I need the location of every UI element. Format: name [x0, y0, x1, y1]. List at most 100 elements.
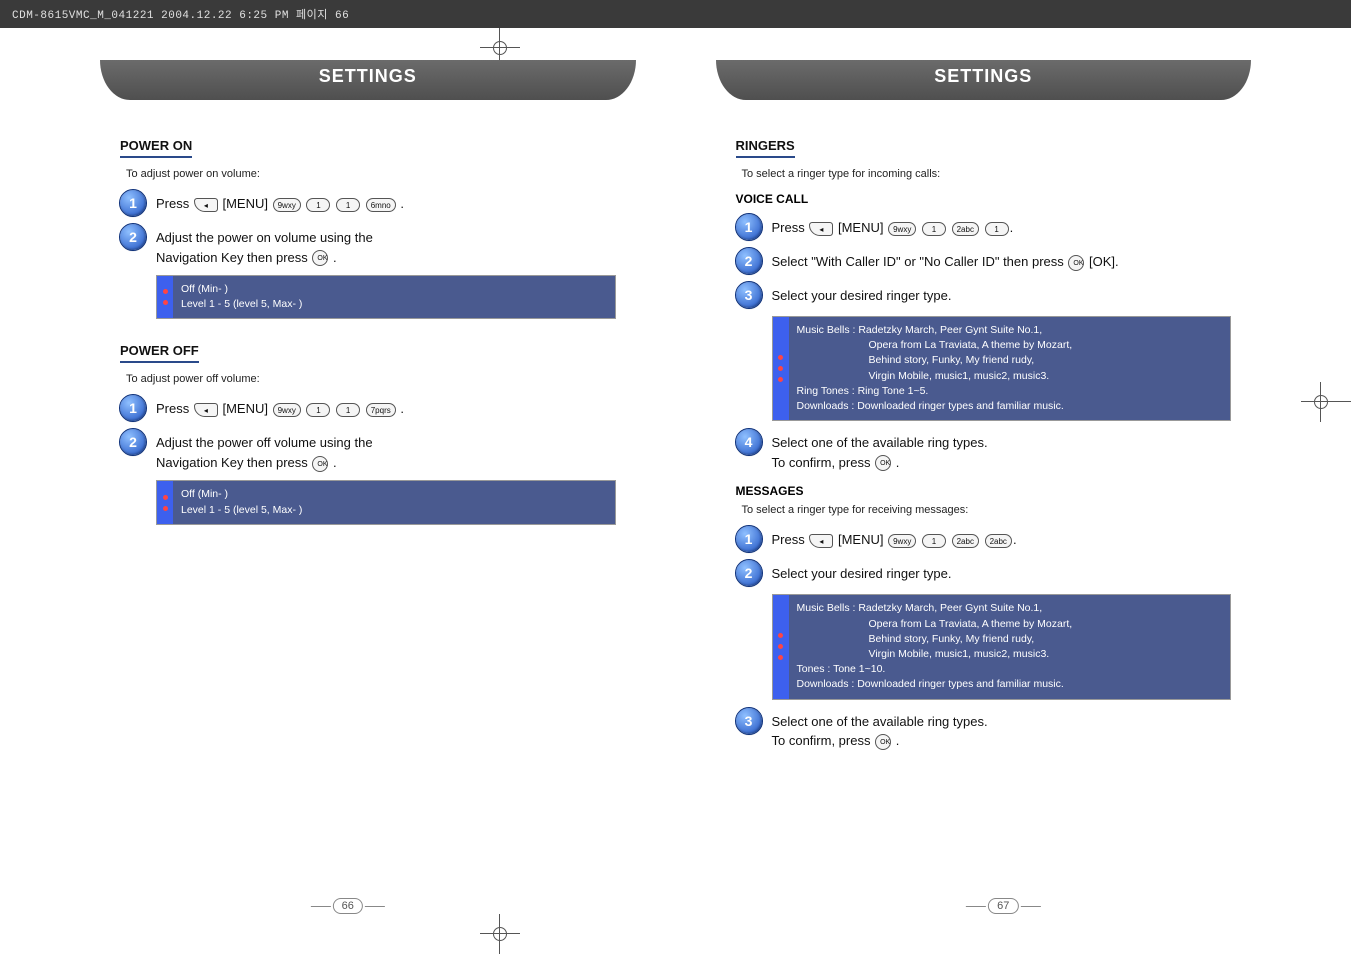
note-line: Downloads : Downloaded ringer types and …	[797, 400, 1064, 412]
page-number-right: 67	[964, 898, 1042, 914]
note-box: Music Bells : Radetzky March, Peer Gynt …	[772, 316, 1232, 421]
step-badge-1: 1	[120, 190, 146, 216]
note-line: Behind story, Funky, My friend rudy,	[797, 353, 1223, 368]
step-text: Select your desired ringer type.	[772, 282, 952, 306]
step-text: Press ◂ [MENU] 9wxy 1 2abc 1.	[772, 214, 1014, 238]
step-text: Press ◂ [MENU] 9wxy 1 1 6mno .	[156, 190, 404, 214]
ok-key-icon: OK	[312, 456, 328, 472]
key-9-icon: 9wxy	[273, 403, 301, 417]
note-body: Off (Min- ) Level 1 - 5 (level 5, Max- )	[173, 276, 615, 318]
step-line: Adjust the power off volume using the	[156, 435, 373, 450]
note-line: Ring Tones : Ring Tone 1~5.	[797, 385, 929, 397]
step-row: 4 Select one of the available ring types…	[736, 429, 1232, 472]
subsection-messages-title: MESSAGES	[736, 484, 1232, 498]
page-left: CH 4 SETTINGS POWER ON To adjust power o…	[20, 60, 676, 904]
note-line: Music Bells : Radetzky March, Peer Gynt …	[797, 602, 1043, 614]
key-9-icon: 9wxy	[888, 222, 916, 236]
step-line: [OK].	[1089, 254, 1119, 269]
page-number-value: 66	[333, 898, 363, 914]
note-line: Downloads : Downloaded ringer types and …	[797, 678, 1064, 690]
step-badge-2: 2	[736, 248, 762, 274]
note-body: Music Bells : Radetzky March, Peer Gynt …	[789, 595, 1231, 698]
page-spread: CH 4 SETTINGS POWER ON To adjust power o…	[20, 60, 1331, 904]
ok-key-icon: OK	[1068, 255, 1084, 271]
note-bullet-strip	[157, 481, 173, 523]
page-number-left: 66	[309, 898, 387, 914]
key-1-icon: 1	[306, 403, 330, 417]
step-text-press: Press	[772, 532, 805, 547]
step-text: Select "With Caller ID" or "No Caller ID…	[772, 248, 1119, 272]
note-bullet-strip	[157, 276, 173, 318]
softkey-left-icon: ◂	[809, 222, 833, 236]
note-bullet-strip	[773, 317, 789, 420]
step-badge-2: 2	[736, 560, 762, 586]
step-text: Adjust the power off volume using the Na…	[156, 429, 373, 472]
step-line: Navigation Key then press	[156, 250, 308, 265]
step-text: Press ◂ [MENU] 9wxy 1 1 7pqrs .	[156, 395, 404, 419]
step-text-press: Press	[772, 220, 805, 235]
step-row: 2 Select "With Caller ID" or "No Caller …	[736, 248, 1232, 274]
section-ringers-title: RINGERS	[736, 138, 795, 158]
step-row: 2 Select your desired ringer type.	[736, 560, 1232, 586]
note-line: Off (Min- )	[181, 283, 228, 295]
note-line: Opera from La Traviata, A theme by Mozar…	[797, 338, 1223, 353]
page-right: CH 4 SETTINGS RINGERS To select a ringer…	[676, 60, 1332, 904]
subsection-messages-subtitle: To select a ringer type for receiving me…	[742, 504, 1232, 516]
note-line: Behind story, Funky, My friend rudy,	[797, 632, 1223, 647]
step-row: 1 Press ◂ [MENU] 9wxy 1 2abc 1.	[736, 214, 1232, 240]
step-badge-1: 1	[736, 214, 762, 240]
key-1-icon: 1	[336, 403, 360, 417]
key-1-icon: 1	[336, 198, 360, 212]
step-row: 3 Select one of the available ring types…	[736, 708, 1232, 751]
step-text: Select one of the available ring types. …	[772, 708, 988, 751]
step-row: 1 Press ◂ [MENU] 9wxy 1 1 7pqrs .	[120, 395, 616, 421]
menu-label: [MENU]	[222, 196, 268, 211]
note-box: Off (Min- ) Level 1 - 5 (level 5, Max- )	[156, 275, 616, 319]
section-power-on-title: POWER ON	[120, 138, 192, 158]
step-badge-1: 1	[736, 526, 762, 552]
step-row: 1 Press ◂ [MENU] 9wxy 1 2abc 2abc.	[736, 526, 1232, 552]
step-row: 2 Adjust the power on volume using the N…	[120, 224, 616, 267]
ok-key-icon: OK	[875, 455, 891, 471]
note-line: Off (Min- )	[181, 488, 228, 500]
page-number-value: 67	[988, 898, 1018, 914]
step-badge-3: 3	[736, 708, 762, 734]
page-tab-title: SETTINGS	[736, 66, 1232, 87]
document-header-strip: CDM-8615VMC_M_041221 2004.12.22 6:25 PM …	[0, 0, 1351, 28]
key-7-icon: 7pqrs	[366, 403, 396, 417]
section-ringers-subtitle: To select a ringer type for incoming cal…	[742, 168, 1232, 180]
step-text: Select one of the available ring types. …	[772, 429, 988, 472]
key-9-icon: 9wxy	[273, 198, 301, 212]
step-line: Select "With Caller ID" or "No Caller ID…	[772, 254, 1064, 269]
note-bullet-strip	[773, 595, 789, 698]
step-line: To confirm, press	[772, 455, 871, 470]
step-text: Press ◂ [MENU] 9wxy 1 2abc 2abc.	[772, 526, 1017, 550]
menu-label: [MENU]	[222, 401, 268, 416]
note-line: Opera from La Traviata, A theme by Mozar…	[797, 617, 1223, 632]
step-line: Select one of the available ring types.	[772, 714, 988, 729]
note-box: Music Bells : Radetzky March, Peer Gynt …	[772, 594, 1232, 699]
key-2-icon: 2abc	[952, 222, 979, 236]
ok-key-icon: OK	[312, 250, 328, 266]
menu-label: [MENU]	[838, 532, 884, 547]
softkey-left-icon: ◂	[194, 403, 218, 417]
step-badge-4: 4	[736, 429, 762, 455]
section-power-off-title: POWER OFF	[120, 343, 199, 363]
key-2-icon: 2abc	[985, 534, 1012, 548]
note-line: Tones : Tone 1~10.	[797, 663, 886, 675]
ok-key-icon: OK	[875, 734, 891, 750]
step-badge-2: 2	[120, 429, 146, 455]
page-tab-header: SETTINGS	[736, 60, 1232, 110]
note-box: Off (Min- ) Level 1 - 5 (level 5, Max- )	[156, 480, 616, 524]
step-badge-1: 1	[120, 395, 146, 421]
note-body: Off (Min- ) Level 1 - 5 (level 5, Max- )	[173, 481, 615, 523]
step-text: Select your desired ringer type.	[772, 560, 952, 584]
note-line: Level 1 - 5 (level 5, Max- )	[181, 504, 302, 516]
crop-mark-bottom	[480, 914, 520, 954]
softkey-left-icon: ◂	[194, 198, 218, 212]
step-text-press: Press	[156, 401, 189, 416]
step-row: 3 Select your desired ringer type.	[736, 282, 1232, 308]
key-1-icon: 1	[922, 534, 946, 548]
page-tab-header: SETTINGS	[120, 60, 616, 110]
step-line: Navigation Key then press	[156, 455, 308, 470]
